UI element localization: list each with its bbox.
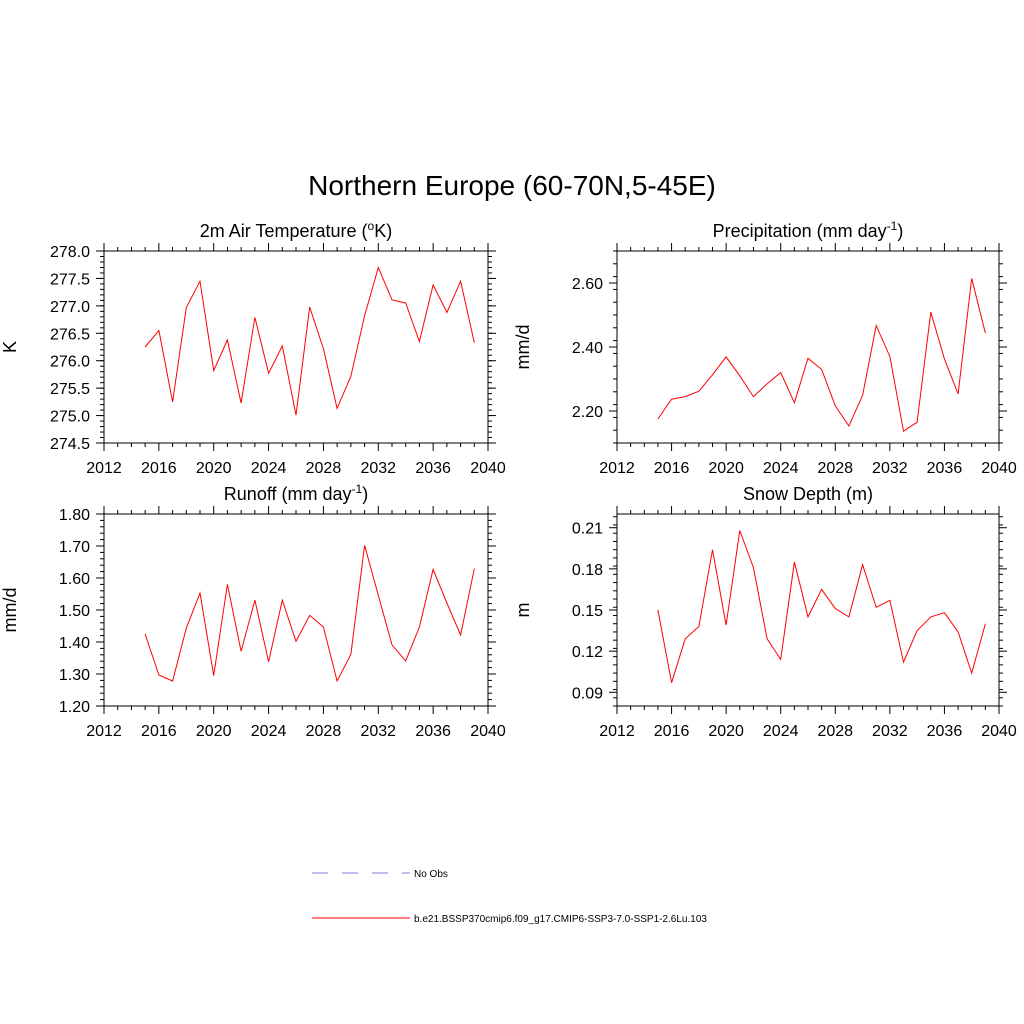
chart-temp-xtick-label: 2036	[415, 460, 451, 477]
chart-snow-xtick-label: 2036	[927, 723, 963, 740]
chart-temp-ylabel: K	[0, 341, 20, 353]
chart-runoff-xtick-label: 2020	[196, 723, 232, 740]
panel-runoff: Runoff (mm day-1) mm/d 2012 2016 2020 2024 202…	[0, 482, 506, 740]
chart-snow-title: Snow Depth (m)	[743, 484, 873, 504]
chart-runoff-xtick-label: 2012	[86, 723, 122, 740]
chart-precip-ytick-label: 2.20	[572, 404, 603, 421]
chart-precip-xtick-label: 2012	[599, 460, 635, 477]
figure-title: Northern Europe (60-70N,5-45E)	[308, 170, 716, 201]
chart-snow-ytick-label: 0.12	[572, 644, 603, 661]
chart-runoff-xtick-label: 2032	[360, 723, 396, 740]
chart-runoff-xtick-label: 2040	[470, 723, 506, 740]
chart-precip-xtick-label: 2028	[817, 460, 853, 477]
chart-temp-xtick-label: 2016	[141, 460, 177, 477]
chart-runoff-xtick-label: 2028	[306, 723, 342, 740]
chart-temp-ytick-label: 276.0	[50, 354, 90, 371]
chart-precip-xtick-label: 2036	[927, 460, 963, 477]
chart-runoff-ytick-label: 1.30	[59, 667, 90, 684]
chart-runoff-ylabel: mm/d	[0, 588, 20, 633]
chart-precip-xtick-label: 2024	[763, 460, 799, 477]
chart-temp-ytick-label: 278.0	[50, 244, 90, 261]
chart-runoff-title: Runoff (mm day-1)	[224, 482, 368, 504]
chart-snow-xtick-label: 2020	[708, 723, 744, 740]
chart-snow-ylabel: m	[513, 603, 533, 618]
chart-runoff-xtick-label: 2024	[251, 723, 287, 740]
chart-temp-ytick-label: 276.5	[50, 326, 90, 343]
chart-temp-series-line	[144, 265, 475, 416]
chart-temp-xtick-label: 2028	[306, 460, 342, 477]
chart-precip-title: Precipitation (mm day-1)	[713, 219, 904, 241]
chart-temp-xtick-label: 2012	[86, 460, 122, 477]
panel-precip: Precipitation (mm day-1) mm/d 2012 2016 2020…	[513, 219, 1017, 477]
chart-snow-ytick-label: 0.21	[572, 521, 603, 538]
chart-snow-ytick-label: 0.15	[572, 603, 603, 620]
chart-precip-series-line	[657, 278, 986, 433]
chart-runoff-series-line	[144, 545, 475, 683]
chart-temp-ytick-label: 277.0	[50, 299, 90, 316]
chart-snow-xtick-label: 2024	[763, 723, 799, 740]
chart-temp-ytick-label: 275.0	[50, 409, 90, 426]
chart-snow-xtick-label: 2028	[817, 723, 853, 740]
panel-snow: Snow Depth (m) m 2012 2016 2020 2024 2028 2032 2…	[513, 484, 1017, 740]
chart-snow-ytick-label: 0.18	[572, 562, 603, 579]
chart-temp-xtick-label: 2020	[196, 460, 232, 477]
chart-precip-xtick-label: 2016	[654, 460, 690, 477]
chart-runoff-ytick-label: 1.70	[59, 539, 90, 556]
chart-temp-title: 2m Air Temperature (oK)	[200, 219, 392, 241]
chart-runoff-ytick-label: 1.80	[59, 507, 90, 524]
chart-temp-ytick-label: 275.5	[50, 381, 90, 398]
chart-temp-ytick-label: 277.5	[50, 271, 90, 288]
chart-snow-xtick-label: 2040	[981, 723, 1017, 740]
chart-precip-frame	[616, 250, 1000, 444]
chart-snow-xtick-label: 2032	[872, 723, 908, 740]
chart-temp-ytick-label: 274.5	[50, 436, 90, 453]
chart-runoff-xtick-label: 2036	[415, 723, 451, 740]
chart-runoff-frame	[103, 513, 489, 707]
chart-precip-ytick-label: 2.60	[572, 276, 603, 293]
chart-snow-ytick-label: 0.09	[572, 685, 603, 702]
panel-temp: 2m Air Temperature (oK) K 2012 2016 2020 2024…	[0, 219, 506, 477]
chart-precip-xtick-label: 2032	[872, 460, 908, 477]
chart-runoff-ytick-label: 1.50	[59, 603, 90, 620]
chart-runoff-ytick-label: 1.40	[59, 635, 90, 652]
chart-runoff-ytick-label: 1.20	[59, 699, 90, 716]
legend-series-label: b.e21.BSSP370cmip6.f09_g17.CMIP6-SSP3-7.…	[414, 914, 707, 925]
legend: No Obs b.e21.BSSP370cmip6.f09_g17.CMIP6-…	[312, 869, 707, 925]
chart-snow-series-line	[657, 530, 986, 683]
chart-snow-xtick-label: 2016	[654, 723, 690, 740]
chart-runoff-ytick-label: 1.60	[59, 571, 90, 588]
chart-precip-xtick-label: 2020	[708, 460, 744, 477]
chart-runoff-xtick-label: 2016	[141, 723, 177, 740]
chart-snow-xtick-label: 2012	[599, 723, 635, 740]
chart-precip-ytick-label: 2.40	[572, 340, 603, 357]
chart-precip-ylabel: mm/d	[513, 325, 533, 370]
chart-precip-xtick-label: 2040	[981, 460, 1017, 477]
chart-snow-frame	[616, 513, 1000, 707]
chart-temp-xtick-label: 2040	[470, 460, 506, 477]
legend-no-obs-label: No Obs	[414, 869, 448, 880]
chart-temp-xtick-label: 2024	[251, 460, 287, 477]
chart-temp-xtick-label: 2032	[360, 460, 396, 477]
